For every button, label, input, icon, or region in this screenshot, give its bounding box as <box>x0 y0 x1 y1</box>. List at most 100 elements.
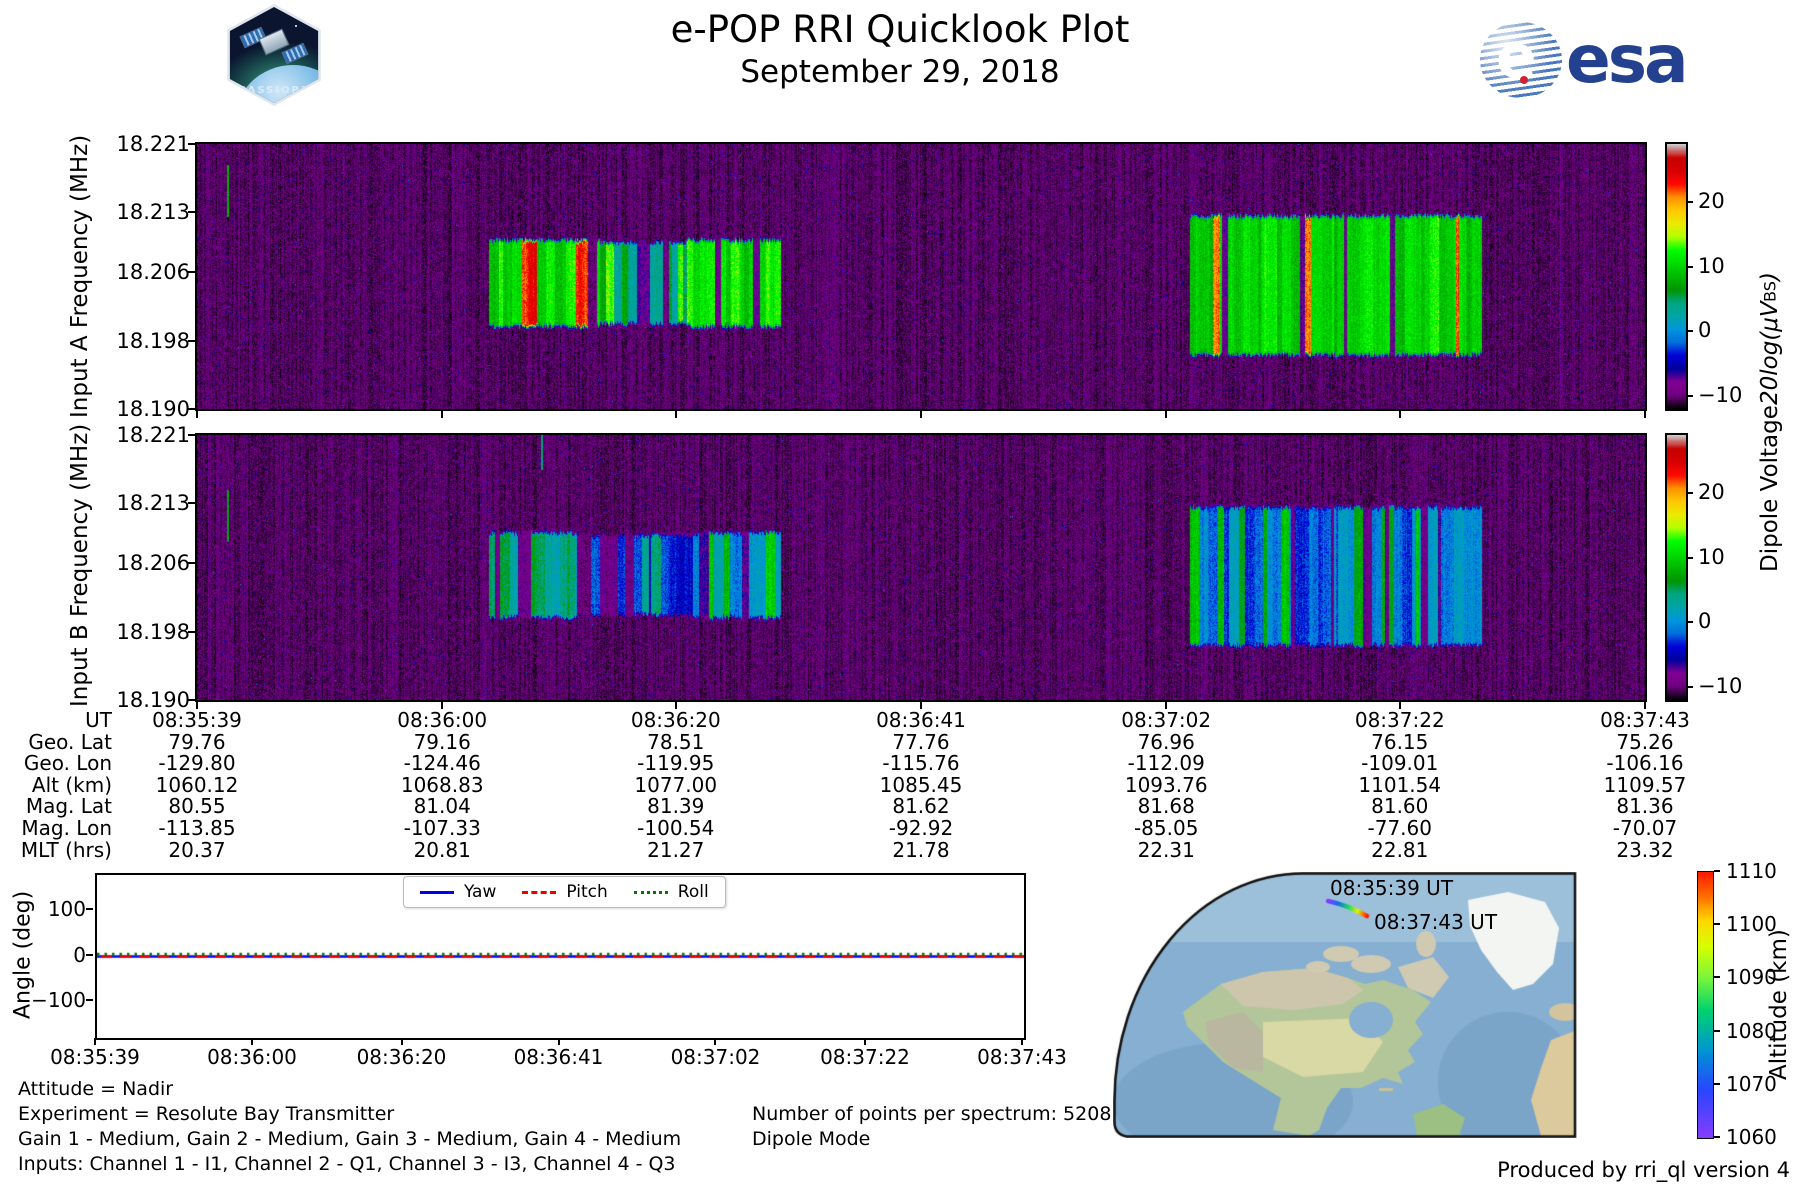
table-cell: 23.32 <box>1616 837 1674 862</box>
angle-legend: Yaw Pitch Roll <box>403 876 726 908</box>
colorbar-tick: −10 <box>1698 383 1743 408</box>
spec-b-ytick: 18.198 <box>116 619 190 644</box>
table-cell: 81.60 <box>1371 794 1429 819</box>
star-icon <box>295 25 297 27</box>
table-row-label: Geo. Lat <box>28 729 112 754</box>
table-cell: 78.51 <box>647 729 705 754</box>
esa-globe-icon: e <box>1480 22 1562 98</box>
table-row-label: Mag. Lon <box>21 816 112 840</box>
table-cell: 77.76 <box>892 729 950 754</box>
spec-a-ytick: 18.190 <box>116 397 190 421</box>
ytick-mark <box>188 211 195 214</box>
table-cell: 21.78 <box>892 837 950 862</box>
xtick-mark <box>1398 411 1401 418</box>
table-cell: -115.76 <box>882 751 960 776</box>
table-cell: 1068.83 <box>400 772 484 797</box>
angle-xtick-mark <box>714 1038 717 1045</box>
cb-label-close: ) <box>1757 271 1783 281</box>
angle-xtick: 08:37:22 <box>820 1045 910 1069</box>
angle-ytick-mark <box>86 998 93 1001</box>
spec-b-ytick: 18.190 <box>116 688 190 712</box>
xtick-mark <box>1644 411 1646 418</box>
xtick-mark <box>1165 702 1168 709</box>
spec-a-colorbar-canvas <box>1667 144 1686 409</box>
table-cell: -113.85 <box>158 816 236 840</box>
table-cell: 80.55 <box>168 794 226 819</box>
angle-xtick: 08:35:39 <box>50 1045 140 1069</box>
table-cell: 81.39 <box>647 794 705 819</box>
ytick-mark <box>188 339 195 342</box>
spec-a-ylabel: Input A Frequency (MHz) <box>67 134 93 419</box>
angle-ytick: −100 <box>31 987 86 1012</box>
xtick-mark <box>674 411 677 418</box>
angle-ytick-mark <box>86 953 93 956</box>
mode-annotation: Dipole Mode <box>752 1128 871 1150</box>
spec-a-colorbar <box>1665 142 1688 411</box>
altitude-colorbar <box>1697 871 1714 1139</box>
spec-a-ytick: 18.206 <box>116 260 190 285</box>
ytick-mark <box>188 143 195 145</box>
colorbar-tick: 0 <box>1698 318 1712 343</box>
colorbar-tick: 0 <box>1698 609 1712 634</box>
angle-xtick-mark <box>557 1038 560 1045</box>
pitch-line-sample <box>522 890 557 894</box>
altitude-tick: 1080 <box>1726 1018 1777 1043</box>
table-cell: 81.04 <box>413 794 471 819</box>
legend-item-pitch: Pitch <box>522 882 608 902</box>
table-cell: 08:37:43 <box>1600 708 1690 732</box>
table-cell: -92.92 <box>888 816 954 840</box>
table-cell: 76.15 <box>1371 729 1429 754</box>
altitude-tick-mark <box>1714 923 1720 926</box>
xtick-mark <box>674 702 677 709</box>
table-cell: -77.60 <box>1367 816 1432 840</box>
table-row-label: Alt (km) <box>31 772 112 797</box>
attitude-annotation: Attitude = Nadir <box>18 1078 174 1100</box>
table-cell: 79.76 <box>168 729 226 754</box>
table-cell: 75.26 <box>1616 729 1674 754</box>
patch-label: CASSIOPE <box>238 85 310 96</box>
track-start-label: 08:35:39 UT <box>1330 876 1454 900</box>
altitude-tick-mark <box>1714 1136 1720 1138</box>
spec-b-plot <box>195 433 1647 702</box>
points-per-spectrum-annotation: Number of points per spectrum: 5208 <box>752 1103 1112 1125</box>
table-cell: 76.96 <box>1137 729 1195 754</box>
table-cell: 1093.76 <box>1124 772 1208 797</box>
spec-b-ytick: 18.206 <box>116 551 190 576</box>
xtick-mark <box>1165 411 1168 418</box>
table-cell: 1101.54 <box>1358 772 1442 797</box>
table-cell: 1085.45 <box>879 772 963 797</box>
table-cell: -70.07 <box>1612 816 1678 840</box>
spec-b-ylabel: Input B Frequency (MHz) <box>67 423 93 708</box>
angle-xtick: 08:37:02 <box>670 1045 761 1069</box>
table-cell: 81.36 <box>1616 794 1674 819</box>
legend-item-yaw: Yaw <box>420 882 496 902</box>
angle-xtick-mark <box>400 1038 403 1045</box>
xtick-mark <box>1644 702 1646 709</box>
colorbar-tick-mark <box>1687 686 1693 689</box>
altitude-tick-mark <box>1714 976 1720 979</box>
altitude-tick: 1100 <box>1726 912 1777 937</box>
colorbar-tick: 10 <box>1698 253 1725 278</box>
table-row-label: Mag. Lat <box>25 794 112 819</box>
altitude-colorbar-canvas <box>1698 872 1713 1138</box>
xtick-mark <box>196 411 198 418</box>
xtick-mark <box>196 702 198 709</box>
dipole-voltage-colorbar-label: Dipole Voltage 20log(μV BS) <box>1748 142 1792 702</box>
spec-b-colorbar <box>1665 433 1688 702</box>
table-cell: 08:36:20 <box>630 708 721 732</box>
table-cell: 08:37:22 <box>1354 708 1445 732</box>
altitude-tick: 1060 <box>1726 1125 1777 1149</box>
colorbar-tick: 10 <box>1698 544 1725 569</box>
gains-annotation: Gain 1 - Medium, Gain 2 - Medium, Gain 3… <box>18 1128 682 1150</box>
page-title: e-POP RRI Quicklook Plot <box>670 8 1130 51</box>
ytick-mark <box>188 502 195 505</box>
experiment-annotation: Experiment = Resolute Bay Transmitter <box>18 1103 395 1125</box>
table-cell: 20.37 <box>168 837 226 862</box>
angle-xtick: 08:36:20 <box>356 1045 447 1069</box>
angle-xtick: 08:36:00 <box>207 1045 297 1069</box>
spec-b-canvas <box>197 435 1645 700</box>
table-row-label: Geo. Lon <box>23 751 112 776</box>
table-cell: 08:36:41 <box>876 708 966 732</box>
altitude-tick-mark <box>1714 1029 1720 1032</box>
altitude-tick-mark <box>1714 1082 1720 1085</box>
